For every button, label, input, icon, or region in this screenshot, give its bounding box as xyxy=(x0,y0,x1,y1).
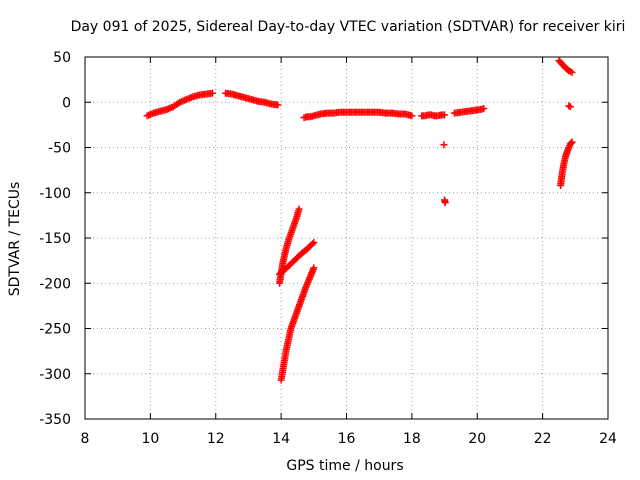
data-point xyxy=(568,138,576,146)
data-point xyxy=(440,141,448,149)
series-arc-10 xyxy=(555,57,576,76)
series-arc-3 xyxy=(275,205,303,287)
data-point xyxy=(309,240,317,248)
series-arc-9 xyxy=(450,105,488,117)
axis-ticks: 8 10 12 14 16 18 20 22 24 50 0 -50 -100 -150 -200 -250 -… xyxy=(39,50,617,447)
y-tick-label: -150 xyxy=(39,231,71,247)
series-arc-11 xyxy=(565,102,574,111)
series-arc-5 xyxy=(277,264,318,384)
data-point xyxy=(568,68,576,76)
x-tick-label: 18 xyxy=(403,431,421,447)
y-tick-label: -200 xyxy=(39,276,71,292)
x-tick-label: 8 xyxy=(81,431,90,447)
data-point xyxy=(441,199,449,207)
series-arc-1 xyxy=(143,89,216,120)
x-tick-label: 14 xyxy=(272,431,290,447)
series-arc-4 xyxy=(275,239,318,278)
x-tick-label: 16 xyxy=(338,431,356,447)
data-point xyxy=(310,264,318,272)
data-point xyxy=(565,102,573,110)
data-point xyxy=(295,205,303,213)
x-axis-label: GPS time / hours xyxy=(286,458,403,474)
chart-title: Day 091 of 2025, Sidereal Day-to-day VTE… xyxy=(71,19,626,35)
series-arc-2 xyxy=(222,89,282,109)
y-tick-label: -100 xyxy=(39,186,71,202)
series-arc-12 xyxy=(557,138,576,190)
y-tick-label: -350 xyxy=(39,412,71,428)
data-point xyxy=(566,103,574,111)
x-tick-label: 24 xyxy=(599,431,617,447)
series-arc-8 xyxy=(440,141,449,207)
y-tick-label: -250 xyxy=(39,322,71,338)
y-tick-label: -50 xyxy=(48,141,71,157)
data-point xyxy=(274,101,282,109)
data-point xyxy=(408,112,416,120)
data-point xyxy=(567,139,575,147)
data-point xyxy=(480,105,488,113)
y-tick-label: -300 xyxy=(39,367,71,383)
x-tick-label: 10 xyxy=(141,431,159,447)
series-arc-6 xyxy=(300,108,416,122)
data-point xyxy=(208,89,216,97)
y-axis-label: SDTVAR / TECUs xyxy=(7,182,23,297)
x-tick-label: 20 xyxy=(468,431,486,447)
series-arc-7 xyxy=(418,111,449,120)
x-tick-label: 22 xyxy=(534,431,552,447)
data-points xyxy=(143,57,576,384)
y-tick-label: 50 xyxy=(53,50,71,66)
data-point xyxy=(310,239,318,247)
y-tick-label: 0 xyxy=(62,95,71,111)
x-tick-label: 12 xyxy=(207,431,225,447)
data-point xyxy=(441,111,449,119)
grid xyxy=(85,57,608,419)
